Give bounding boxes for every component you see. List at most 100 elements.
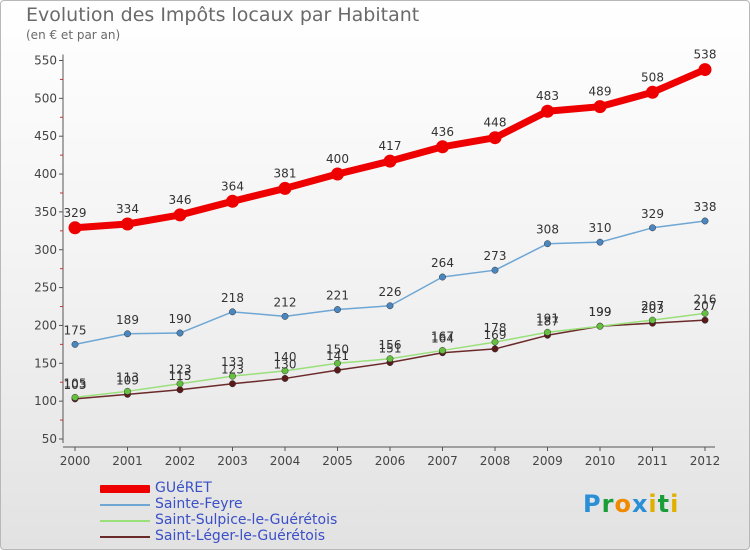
y-tick-label: 150 bbox=[34, 356, 57, 370]
data-label: 203 bbox=[641, 302, 664, 316]
data-point bbox=[281, 367, 289, 375]
legend-label-gueret: GUéRET bbox=[155, 480, 212, 496]
legend-swatch-saint-sulpice bbox=[100, 520, 150, 522]
data-point bbox=[491, 266, 499, 274]
x-tick-label: 2008 bbox=[480, 454, 511, 468]
data-label: 212 bbox=[274, 295, 297, 309]
y-tick-label: 550 bbox=[34, 54, 57, 68]
data-point bbox=[229, 380, 236, 388]
y-tick-label: 250 bbox=[34, 281, 57, 295]
legend-swatch-sainte-feyre bbox=[100, 504, 150, 506]
legend-item-saint-sulpice: Saint-Sulpice-le-Guérétois bbox=[100, 512, 360, 529]
data-label: 199 bbox=[589, 305, 612, 319]
y-tick-label: 400 bbox=[34, 167, 57, 181]
data-point bbox=[334, 359, 341, 367]
data-label: 218 bbox=[221, 291, 244, 305]
data-point bbox=[71, 340, 79, 348]
data-point bbox=[544, 240, 551, 248]
data-label: 109 bbox=[116, 373, 139, 387]
data-point bbox=[176, 380, 184, 388]
data-label: 338 bbox=[694, 200, 717, 214]
data-label: 226 bbox=[379, 285, 402, 299]
x-tick-label: 2004 bbox=[270, 454, 301, 468]
data-point bbox=[281, 312, 289, 320]
x-tick-label: 2002 bbox=[165, 454, 196, 468]
data-label: 508 bbox=[641, 70, 664, 84]
logo-letter: t bbox=[657, 490, 671, 518]
data-point bbox=[121, 217, 134, 231]
data-point bbox=[226, 194, 239, 208]
data-label: 190 bbox=[169, 312, 192, 326]
data-label: 140 bbox=[274, 350, 297, 364]
y-tick-label: 50 bbox=[42, 432, 57, 446]
data-label: 483 bbox=[536, 89, 559, 103]
y-tick-label: 100 bbox=[34, 394, 57, 408]
data-label: 310 bbox=[589, 221, 612, 235]
data-point bbox=[173, 208, 187, 222]
data-label: 216 bbox=[694, 292, 717, 306]
data-label: 364 bbox=[221, 179, 244, 193]
legend-item-sainte-feyre: Sainte-Feyre bbox=[100, 496, 360, 513]
data-point bbox=[488, 131, 502, 145]
data-label: 273 bbox=[484, 249, 507, 263]
data-label: 189 bbox=[116, 313, 139, 327]
x-tick-label: 2000 bbox=[60, 454, 91, 468]
data-label: 308 bbox=[536, 223, 559, 237]
y-tick-label: 350 bbox=[34, 205, 57, 219]
data-label: 381 bbox=[274, 166, 297, 180]
data-label: 400 bbox=[326, 152, 349, 166]
data-label: 221 bbox=[326, 289, 349, 303]
data-label: 436 bbox=[431, 125, 454, 139]
y-tick-label: 450 bbox=[34, 129, 57, 143]
data-point bbox=[593, 100, 607, 114]
data-point bbox=[439, 346, 446, 354]
data-label: 264 bbox=[431, 256, 454, 270]
data-label: 156 bbox=[379, 338, 402, 352]
data-label: 130 bbox=[274, 357, 297, 371]
data-point bbox=[491, 345, 499, 353]
data-point bbox=[491, 338, 499, 346]
data-point bbox=[68, 221, 82, 235]
data-label: 329 bbox=[64, 206, 87, 220]
data-label: 151 bbox=[379, 342, 402, 356]
data-point bbox=[541, 104, 554, 118]
chart-title: Evolution des Impôts locaux par Habitant bbox=[26, 4, 420, 26]
data-point bbox=[386, 302, 394, 310]
logo-letter: P bbox=[583, 490, 602, 518]
data-point bbox=[229, 308, 236, 316]
data-label: 199 bbox=[589, 305, 612, 319]
data-point bbox=[646, 85, 659, 99]
x-tick-label: 2011 bbox=[637, 454, 668, 468]
logo-letter: r bbox=[601, 490, 615, 518]
legend-label-saint-sulpice: Saint-Sulpice-le-Guérétois bbox=[155, 512, 338, 528]
data-label: 103 bbox=[64, 378, 87, 392]
legend-item-saint-leger: Saint-Léger-le-Guérétois bbox=[100, 528, 360, 545]
data-point bbox=[334, 306, 341, 314]
data-point bbox=[701, 309, 709, 317]
x-tick-label: 2006 bbox=[375, 454, 406, 468]
data-point bbox=[436, 140, 449, 154]
data-point bbox=[698, 63, 712, 77]
data-point bbox=[544, 328, 551, 336]
x-tick-label: 2009 bbox=[532, 454, 563, 468]
logo-letter: o bbox=[614, 490, 632, 518]
data-label: 123 bbox=[221, 363, 244, 377]
logo-letter: i bbox=[670, 490, 680, 518]
data-label: 115 bbox=[169, 369, 192, 383]
data-point bbox=[386, 355, 394, 363]
y-tick-label: 300 bbox=[34, 243, 57, 257]
x-tick-label: 2012 bbox=[690, 454, 721, 468]
y-tick-label: 200 bbox=[34, 318, 57, 332]
data-point bbox=[439, 273, 446, 281]
data-point bbox=[71, 393, 79, 401]
data-point bbox=[334, 366, 341, 374]
data-point bbox=[701, 217, 709, 225]
data-label: 169 bbox=[484, 328, 507, 342]
data-label: 105 bbox=[64, 376, 87, 390]
data-label: 207 bbox=[641, 299, 664, 313]
data-label: 538 bbox=[694, 48, 717, 62]
data-label: 150 bbox=[326, 342, 349, 356]
data-label: 133 bbox=[221, 355, 244, 369]
